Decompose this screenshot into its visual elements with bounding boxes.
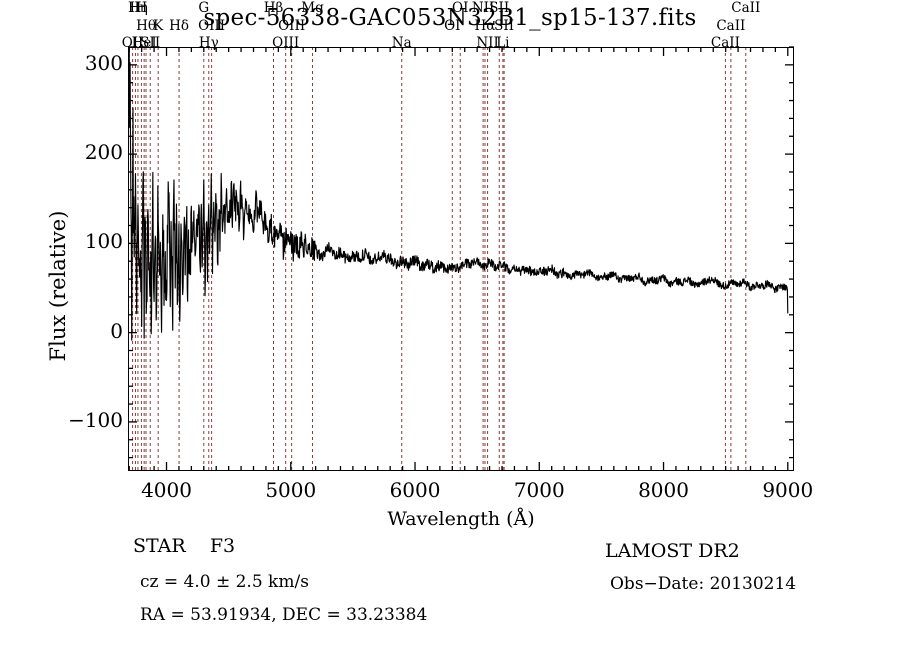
y-axis-ticks: 300 200 100 0 −100 [0, 0, 123, 649]
spectral-line-label: SII [494, 18, 515, 34]
x-axis-label: Wavelength (Å) [387, 508, 535, 530]
spectral-line-label: K [153, 18, 164, 34]
spectral-line-label: SII [489, 0, 510, 16]
x-tick-label: 9000 [762, 478, 814, 502]
y-tick-label: 300 [84, 50, 123, 75]
x-tick-label: 5000 [265, 478, 317, 502]
spectral-line-label: OIII [272, 35, 300, 51]
spectral-line-label: CaII [710, 35, 740, 51]
x-tick-label: 4000 [141, 478, 192, 502]
spectral-line-label: H [129, 0, 142, 16]
spectral-line-label: CaII [731, 0, 761, 16]
spectral-line-label: Hα [474, 18, 496, 34]
page-title: spec-56338-GAC053N32B1_sp15-137.fits [203, 5, 697, 31]
plot-frame [128, 47, 794, 471]
y-tick-label: −100 [68, 407, 123, 432]
observation-date: Obs−Date: 20130214 [610, 574, 797, 594]
spectral-line-label: OI [444, 18, 461, 34]
x-tick-label: 7000 [513, 478, 565, 502]
spectral-line-label: Li [496, 35, 510, 51]
y-tick-label: 0 [110, 318, 123, 343]
spectral-line-label: HeI [131, 35, 157, 51]
spectral-line-label: Hδ [169, 18, 190, 34]
y-tick-label: 100 [84, 229, 123, 254]
spectral-line-label: Hθ [136, 18, 156, 34]
coordinates: RA = 53.91934, DEC = 33.23384 [140, 605, 428, 625]
x-tick-label: 6000 [389, 478, 441, 502]
spectral-line-label: CaII [716, 18, 746, 34]
x-tick-label: 8000 [638, 478, 689, 502]
spectral-line-label: NII [471, 0, 495, 16]
spectral-line-label: NII [476, 35, 499, 51]
spectral-line-label: OIII [278, 18, 306, 34]
spectral-line-label: G [198, 0, 210, 16]
y-axis-label-wrap: Flux (relative) [46, 60, 70, 362]
spectral-line-label: OI [452, 0, 469, 16]
spectral-line-label: Hβ [263, 0, 284, 16]
y-tick-label: 200 [84, 140, 123, 165]
spectral-line-label: Hη [128, 0, 148, 16]
spectral-line-label: Na [391, 35, 412, 51]
spectral-type: F3 [209, 535, 236, 557]
cz-value: cz = 4.0 ± 2.5 km/s [140, 572, 309, 592]
spectral-line-label: OIII [198, 18, 226, 34]
object-class: STAR [133, 535, 186, 557]
object-class-label: STAR F3 [133, 535, 235, 557]
spectral-line-label: SII [140, 35, 161, 51]
survey-name: LAMOST DR2 [605, 540, 740, 562]
spectral-line-label: H [135, 0, 148, 16]
spectral-line-label: OII [121, 35, 144, 51]
spectral-line-label: Mg [301, 0, 324, 16]
spectral-line-label: Hγ [198, 35, 219, 51]
y-axis-label: Flux (relative) [46, 210, 70, 362]
